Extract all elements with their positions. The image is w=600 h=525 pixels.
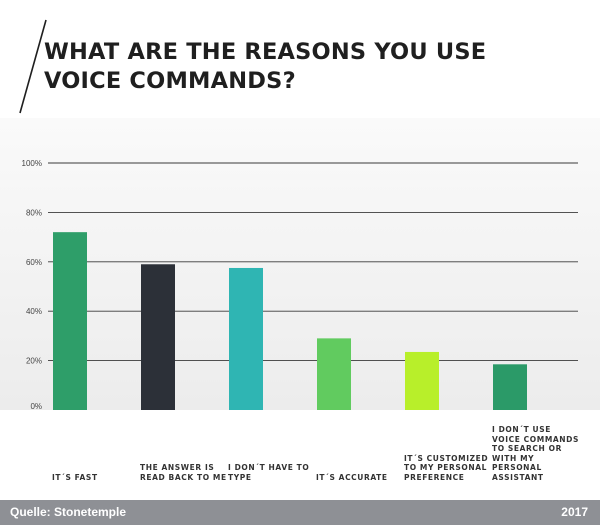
- y-axis-tick-labels: 0% 20% 40% 60% 80% 100%: [22, 159, 42, 410]
- bar-chart: 0% 20% 40% 60% 80% 100%: [22, 159, 578, 410]
- grid-lines: [48, 162, 578, 362]
- category-label: IT´S ACCURATE: [316, 472, 388, 482]
- bar: [317, 338, 351, 410]
- category-label: IT´S CUSTOMIZED TO MY PERSONAL PREFERENC…: [404, 453, 489, 482]
- bar: [53, 232, 87, 410]
- bar: [405, 351, 439, 410]
- y-tick-label: 0%: [30, 402, 42, 410]
- footer: Quelle: Stonetemple 2017: [0, 500, 600, 525]
- category-label: IT´S FAST: [52, 472, 98, 482]
- category-label: I DON´T HAVE TO TYPE: [228, 463, 310, 482]
- y-tick-label: 100%: [22, 159, 42, 168]
- y-tick-label: 60%: [26, 258, 42, 267]
- y-tick-label: 20%: [26, 357, 42, 366]
- bar: [141, 264, 175, 410]
- chart-title: WHAT ARE THE REASONS YOU USE VOICE COMMA…: [44, 39, 487, 94]
- y-tick-label: 80%: [26, 208, 42, 217]
- title-slash-decoration: [19, 19, 47, 114]
- year-label: 2017: [561, 505, 588, 519]
- bars: [53, 232, 527, 410]
- category-label: I DON´T USE VOICE COMMANDS TO SEARCH OR …: [492, 425, 579, 482]
- header: [0, 0, 600, 118]
- source-label: Quelle: Stonetemple: [10, 505, 127, 519]
- category-label: THE ANSWER IS READ BACK TO ME: [140, 463, 227, 482]
- category-labels: IT´S FAST THE ANSWER IS READ BACK TO ME I …: [0, 410, 600, 500]
- bar: [493, 364, 527, 410]
- bar: [229, 267, 263, 410]
- y-tick-label: 40%: [26, 307, 42, 316]
- plot-background: [0, 118, 600, 410]
